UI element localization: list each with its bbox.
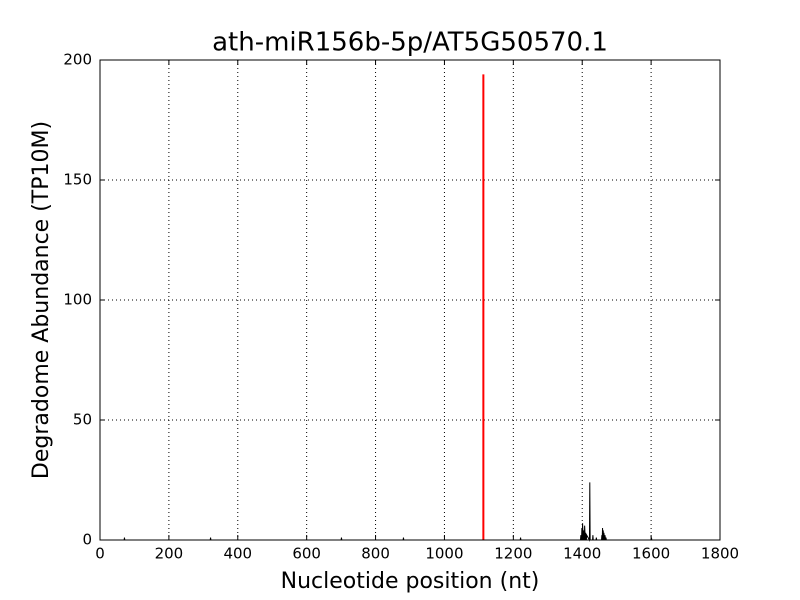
x-tick-label: 1800 — [701, 545, 739, 563]
x-tick-label: 200 — [155, 545, 184, 563]
x-tick-label: 800 — [361, 545, 390, 563]
x-tick-label: 600 — [292, 545, 321, 563]
y-tick-label: 0 — [82, 531, 92, 549]
x-tick-label: 1400 — [563, 545, 601, 563]
y-tick-label: 200 — [63, 51, 92, 69]
chart-title: ath-miR156b-5p/AT5G50570.1 — [212, 28, 608, 58]
x-tick-label: 0 — [95, 545, 105, 563]
y-axis-label: Degradome Abundance (TP10M) — [29, 121, 54, 479]
y-tick-label: 50 — [73, 411, 92, 429]
y-tick-label: 100 — [63, 291, 92, 309]
x-tick-label: 400 — [223, 545, 252, 563]
x-tick-label: 1000 — [425, 545, 463, 563]
plot-frame — [99, 59, 721, 541]
x-tick-label: 1600 — [632, 545, 670, 563]
x-axis-label: Nucleotide position (nt) — [281, 569, 540, 594]
y-tick-label: 150 — [63, 171, 92, 189]
x-tick-label: 1200 — [494, 545, 532, 563]
